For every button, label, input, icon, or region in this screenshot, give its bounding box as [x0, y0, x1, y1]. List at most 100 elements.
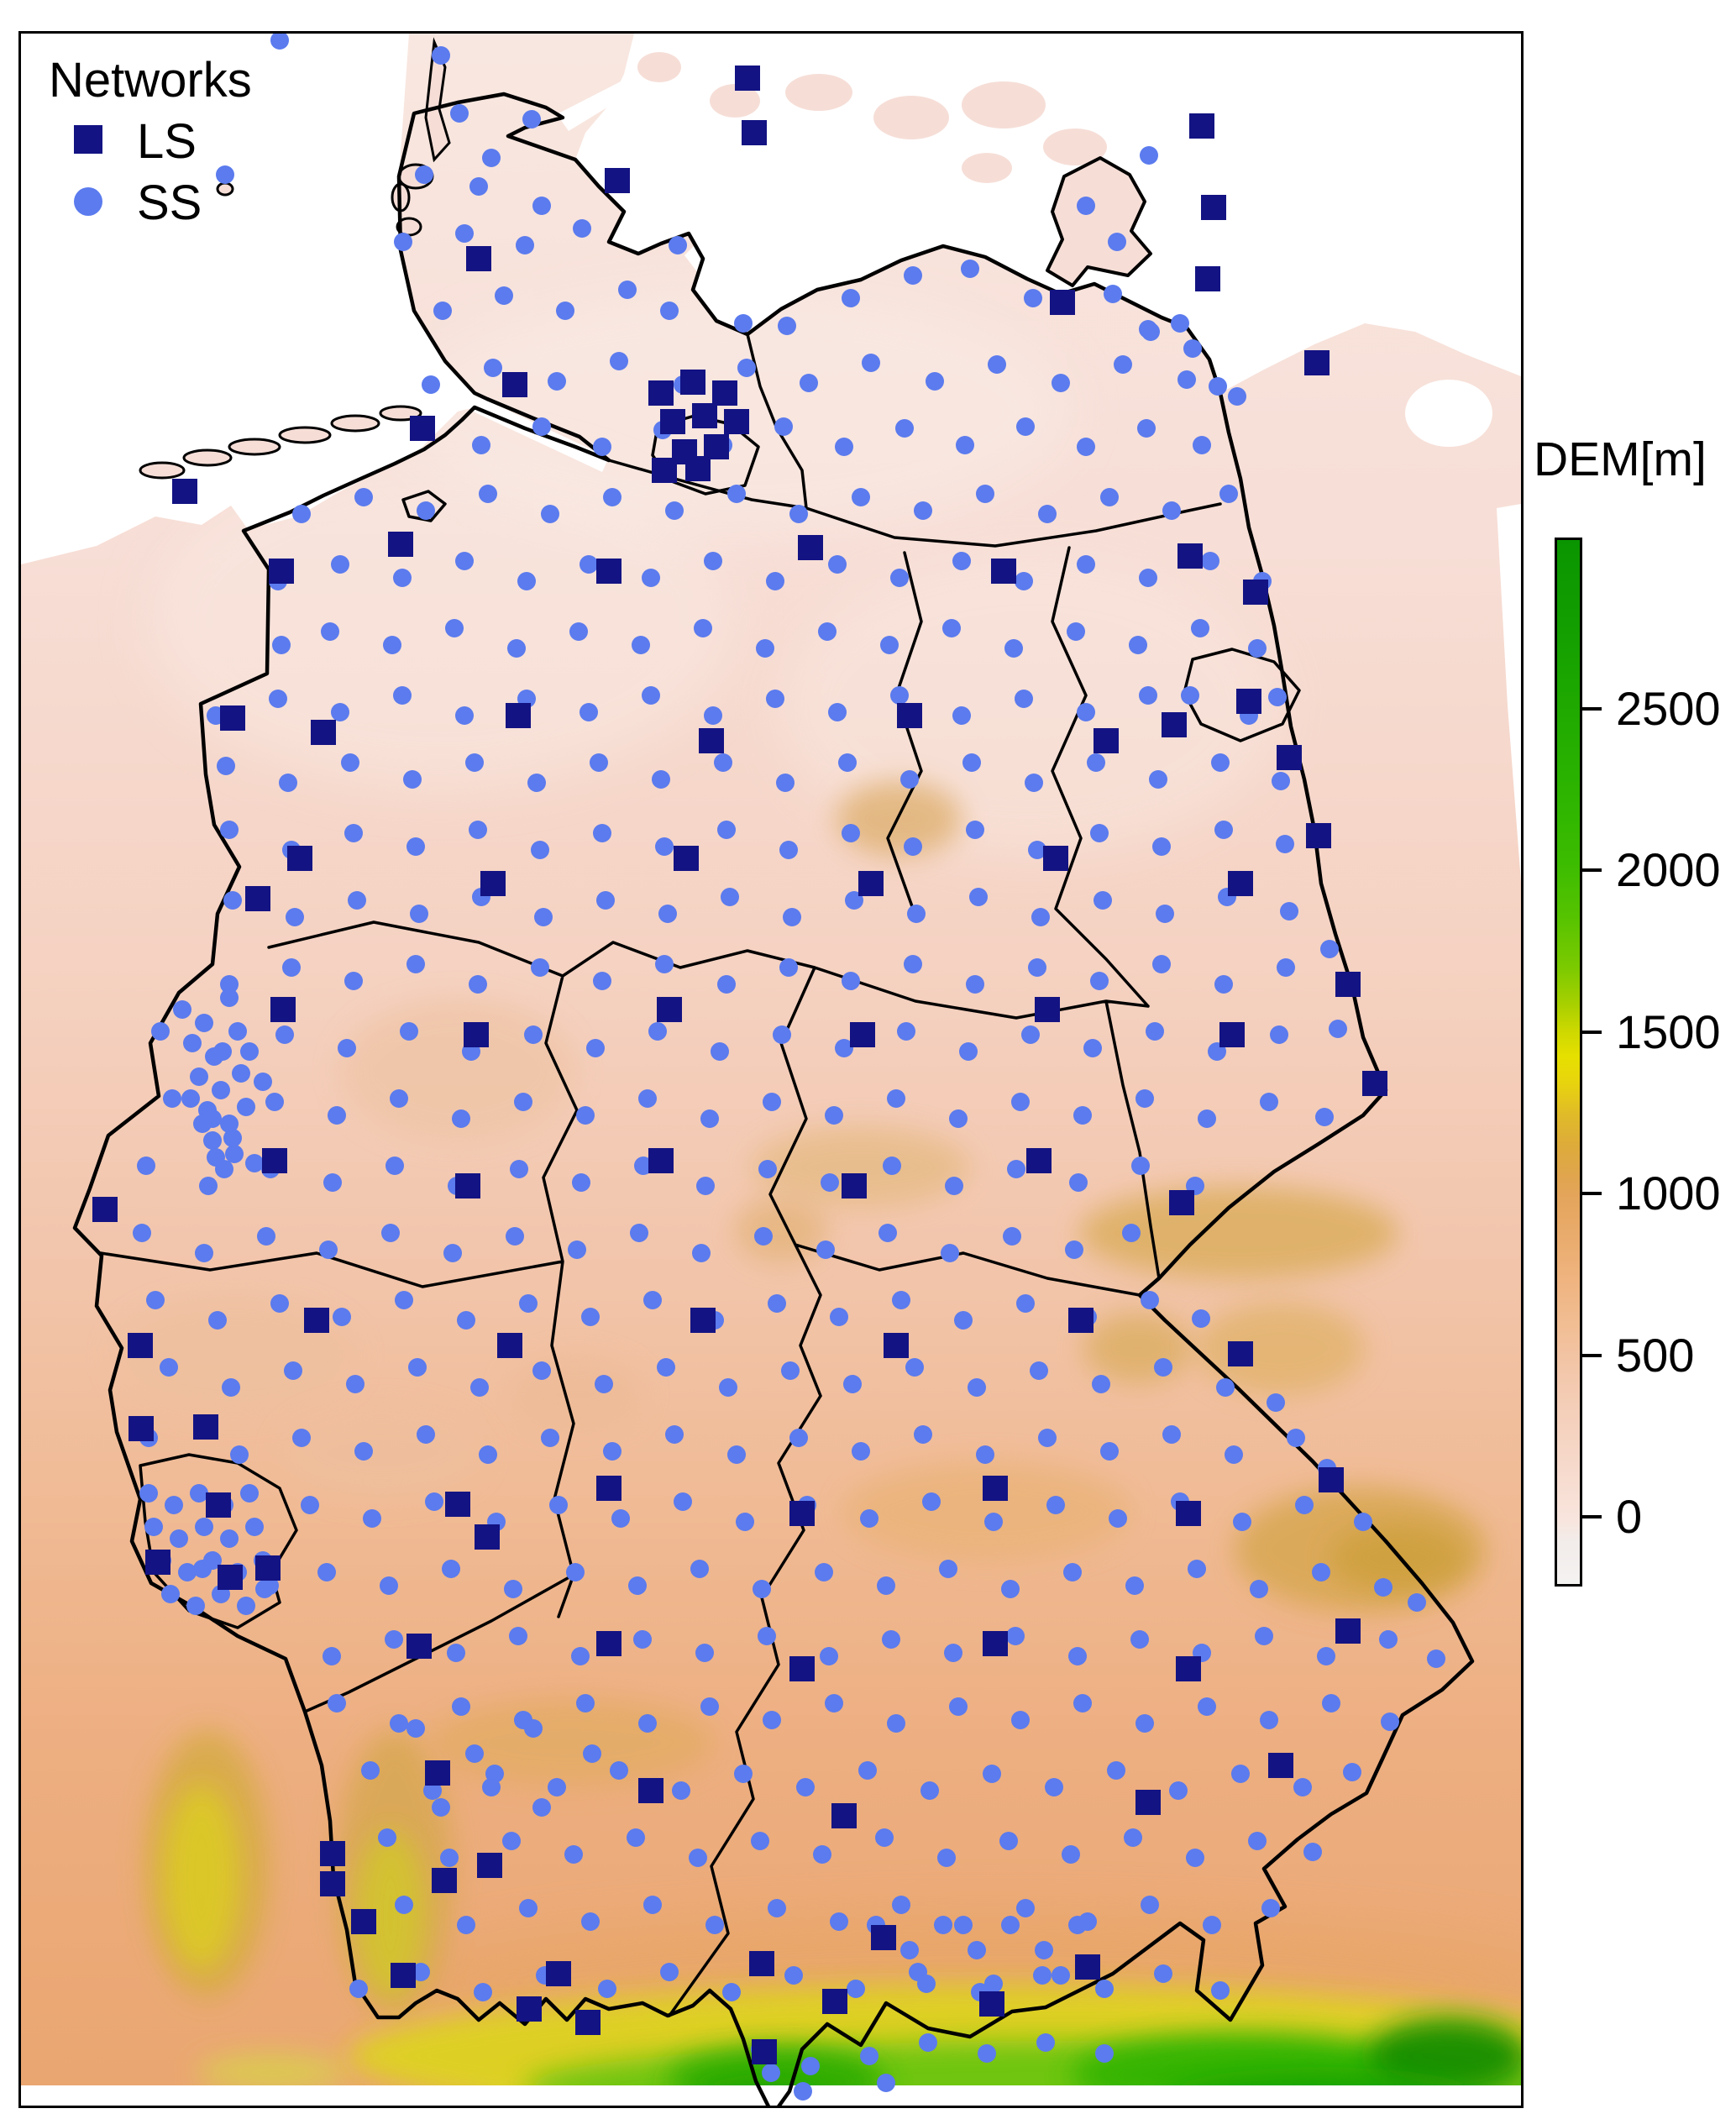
- danish-islands: [637, 52, 1121, 193]
- ss-station-point: [789, 1429, 808, 1447]
- ss-station-point: [232, 1064, 250, 1083]
- ss-station-point: [457, 1311, 475, 1330]
- ss-station-point: [393, 686, 412, 705]
- ls-station-point: [477, 1853, 502, 1878]
- ss-station-point: [1177, 370, 1196, 389]
- ss-station-point: [633, 1630, 652, 1649]
- ss-station-point: [880, 636, 899, 654]
- ss-station-point: [433, 302, 452, 320]
- ss-station-point: [1214, 821, 1233, 839]
- ls-station-point: [406, 1634, 432, 1659]
- ls-station-point: [822, 1989, 847, 2014]
- ss-station-point: [380, 1576, 398, 1595]
- ss-station-point: [390, 1089, 408, 1108]
- ls-station-point: [245, 886, 270, 911]
- ss-station-point: [1209, 377, 1227, 396]
- ss-station-point: [627, 1828, 645, 1847]
- ss-station-point: [220, 1529, 239, 1548]
- ss-station-point: [465, 753, 484, 772]
- ss-station-point: [904, 955, 922, 973]
- ss-station-point: [962, 753, 981, 772]
- ss-station-point: [1427, 1650, 1445, 1668]
- ss-station-point: [269, 690, 287, 708]
- ss-station-point: [944, 1644, 962, 1662]
- ss-station-point: [240, 1042, 259, 1061]
- ss-station-point: [610, 352, 628, 370]
- ss-station-point: [1211, 753, 1230, 772]
- ls-station-point: [789, 1501, 815, 1526]
- ss-station-point: [576, 1694, 595, 1713]
- ls-station-point: [269, 559, 294, 584]
- ss-station-point: [754, 1227, 773, 1246]
- ss-station-point: [1233, 1513, 1251, 1531]
- colorbar-tick-label: 500: [1616, 1328, 1695, 1382]
- ls-station-point: [1169, 1190, 1194, 1215]
- ss-station-point: [445, 619, 464, 637]
- ss-station-point: [892, 1896, 910, 1914]
- ss-station-point: [1025, 774, 1043, 792]
- ss-station-point: [220, 989, 239, 1007]
- ss-stations-layer: [133, 34, 1445, 2101]
- ls-station-point: [724, 409, 749, 434]
- ss-station-point: [581, 1912, 600, 1931]
- ss-station-point: [524, 1719, 543, 1738]
- ss-station-point: [137, 1157, 155, 1175]
- ss-station-point: [556, 302, 574, 320]
- ss-station-point: [825, 1694, 843, 1713]
- ss-station-point: [161, 1585, 180, 1603]
- ss-station-point: [642, 686, 660, 705]
- ss-station-point: [395, 1896, 413, 1914]
- ss-station-point: [220, 975, 239, 994]
- ls-station-point: [517, 1996, 542, 2022]
- ss-station-point: [917, 1975, 936, 1993]
- ss-station-point: [842, 289, 860, 307]
- ls-station-point: [1094, 728, 1119, 753]
- ls-station-point: [884, 1333, 909, 1358]
- ss-station-point: [394, 233, 412, 251]
- ss-station-point: [1141, 1896, 1159, 1914]
- ss-station-point: [655, 955, 674, 973]
- ls-station-point: [320, 1871, 345, 1896]
- ss-station-point: [1045, 1778, 1063, 1796]
- legend-ss-swatch: [74, 187, 102, 216]
- ls-station-point: [466, 246, 491, 271]
- ss-station-point: [976, 485, 994, 503]
- ss-station-point: [919, 2033, 937, 2052]
- ss-station-point: [1094, 891, 1112, 910]
- ss-station-point: [736, 1513, 754, 1531]
- ss-station-point: [1015, 572, 1033, 590]
- ss-station-point: [727, 1445, 746, 1464]
- ss-station-point: [1100, 1442, 1119, 1461]
- ss-station-point: [484, 359, 502, 377]
- ss-station-point: [596, 891, 615, 910]
- ss-station-point: [181, 1089, 200, 1108]
- ls-station-point: [128, 1416, 154, 1441]
- ls-station-point: [193, 1414, 218, 1440]
- ss-station-point: [945, 1177, 963, 1195]
- ss-station-point: [1114, 355, 1132, 374]
- ss-station-point: [133, 1224, 151, 1242]
- ss-station-point: [727, 485, 746, 503]
- ss-station-point: [956, 436, 974, 454]
- ss-station-point: [450, 104, 469, 123]
- ss-station-point: [734, 1765, 753, 1783]
- ss-station-point: [658, 905, 677, 923]
- legend-title: Networks: [49, 53, 252, 108]
- ls-station-point: [432, 1868, 457, 1893]
- ss-station-point: [165, 1496, 183, 1514]
- ss-station-point: [532, 197, 551, 215]
- ss-station-point: [186, 1597, 205, 1615]
- ss-station-point: [655, 837, 674, 856]
- ss-station-point: [1154, 1964, 1172, 1983]
- ss-station-point: [1063, 1563, 1082, 1581]
- ss-station-point: [1276, 835, 1294, 853]
- ss-station-point: [260, 1576, 279, 1595]
- ss-station-point: [425, 1492, 443, 1511]
- colorbar-tick-label: 1500: [1616, 1004, 1721, 1058]
- ls-station-point: [1043, 846, 1068, 871]
- ss-station-point: [195, 1244, 213, 1262]
- ss-station-point: [1001, 1916, 1020, 1934]
- ss-station-point: [1062, 1845, 1080, 1864]
- ss-station-point: [1024, 289, 1042, 307]
- ss-station-point: [660, 302, 679, 320]
